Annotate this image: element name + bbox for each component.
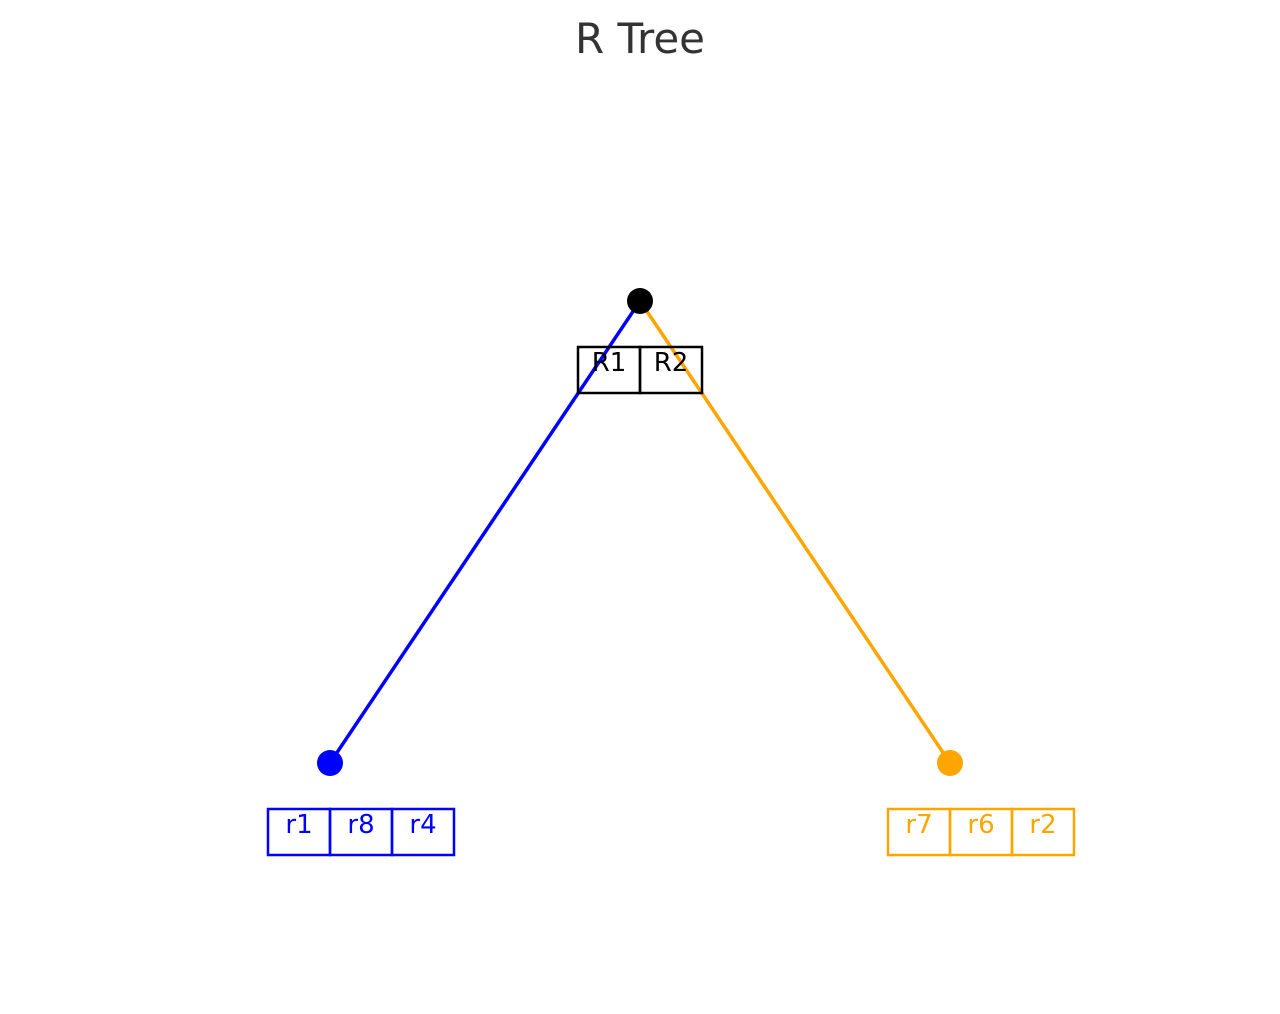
child-left-node-dot	[317, 750, 343, 776]
edge-root-to-right	[638, 300, 952, 764]
edge-root-to-left	[328, 300, 642, 764]
child-left-entry-cell	[390, 807, 456, 857]
child-left-entry-label: r8	[347, 810, 374, 840]
nodes-layer: R1 R2 r1 r8 r4 r7 r6 r2	[266, 288, 1076, 857]
root-entry-label: R1	[592, 348, 627, 378]
root-node-dot	[627, 288, 653, 314]
root-entry-cell	[638, 345, 704, 395]
edges-layer	[328, 300, 952, 764]
child-right-entry-label: r6	[967, 810, 994, 840]
diagram-title: R Tree	[574, 14, 706, 63]
root-node: R1 R2	[576, 288, 704, 395]
child-right-entry-label: r7	[905, 810, 932, 840]
child-left-entry-label: r1	[285, 810, 312, 840]
child-right-node-dot	[937, 750, 963, 776]
child-right-node: r7 r6 r2	[886, 750, 1076, 857]
root-entry-label: R2	[654, 348, 689, 378]
child-left-node: r1 r8 r4	[266, 750, 456, 857]
child-right-entry-label: r2	[1029, 810, 1056, 840]
child-left-entry-label: r4	[409, 810, 436, 840]
child-right-entry-cell	[1010, 807, 1076, 857]
